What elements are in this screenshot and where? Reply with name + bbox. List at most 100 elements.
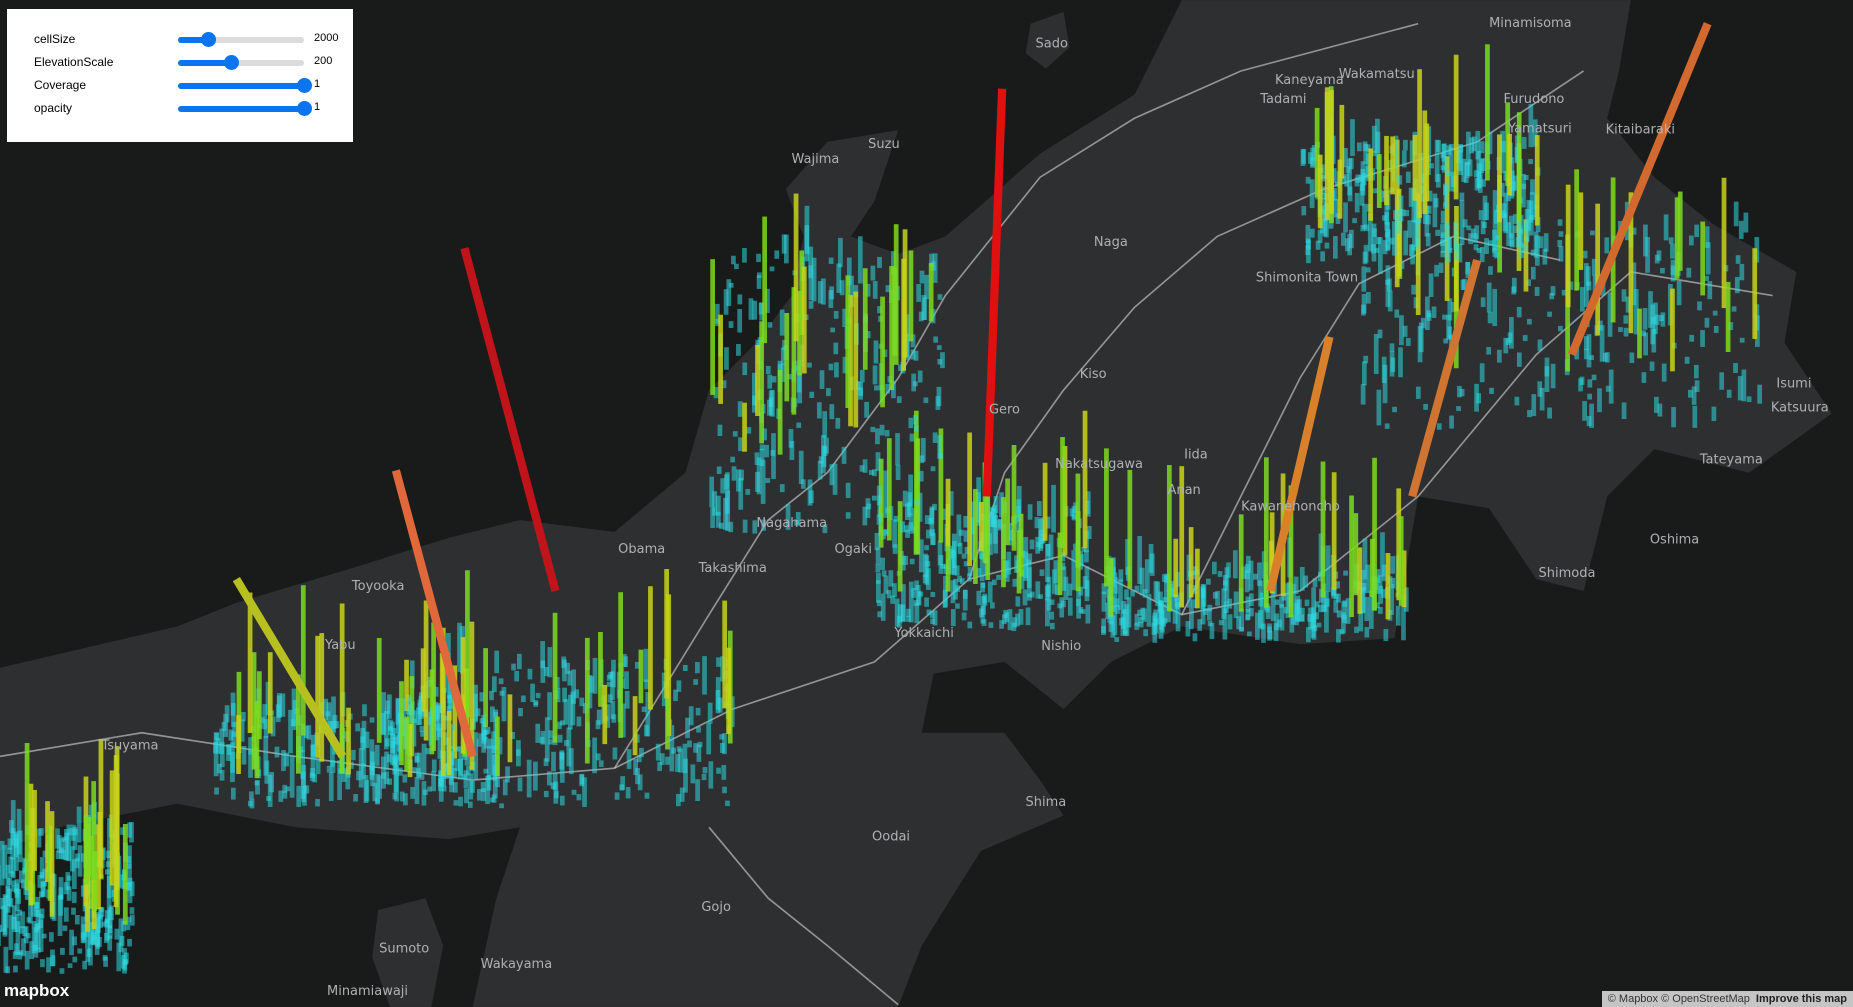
grid-cell (85, 948, 91, 962)
grid-cell (8, 856, 14, 874)
grid-cell (2, 844, 8, 879)
grid-cell (1175, 602, 1181, 632)
grid-cell (1164, 575, 1169, 603)
grid-cell (288, 709, 293, 754)
grid-cell (924, 545, 929, 551)
grid-cell (331, 696, 336, 733)
grid-cell (72, 956, 78, 963)
slider-thumb[interactable] (297, 101, 312, 116)
grid-cell (281, 750, 286, 771)
grid-cell (731, 466, 737, 481)
grid-cell (12, 951, 18, 959)
grid-cell (1618, 327, 1623, 333)
grid-cell (491, 731, 496, 776)
grid-column (880, 296, 885, 408)
grid-cell (742, 519, 748, 533)
grid-cell (728, 321, 734, 328)
grid-cell (116, 942, 122, 972)
grid-cell (1221, 588, 1227, 620)
grid-cell (1134, 622, 1140, 630)
grid-cell (624, 690, 630, 709)
grid-cell (1488, 266, 1493, 275)
place-label: Tadami (1259, 92, 1306, 107)
grid-cell (1189, 607, 1194, 630)
grid-cell (1451, 301, 1456, 313)
grid-cell (1385, 265, 1391, 307)
grid-cell (84, 930, 89, 937)
grid-cell (452, 782, 458, 793)
grid-cell (491, 676, 497, 693)
grid-cell (883, 470, 889, 518)
grid-cell (1368, 590, 1374, 629)
grid-cell (571, 789, 577, 795)
slider-thumb[interactable] (223, 55, 239, 70)
grid-cell (1425, 233, 1431, 247)
grid-cell (1420, 317, 1426, 329)
grid-column (928, 262, 934, 322)
grid-cell (328, 772, 334, 801)
grid-cell (1245, 555, 1251, 573)
grid-cell (1114, 598, 1120, 608)
grid-cell (734, 263, 739, 270)
grid-cell (1233, 591, 1239, 619)
grid-column (460, 637, 466, 754)
control-row: opacity 1 (27, 97, 347, 117)
slider[interactable] (178, 78, 312, 93)
grid-cell (39, 857, 45, 878)
grid-cell (1544, 357, 1550, 393)
grid-cell (1138, 621, 1144, 628)
grid-cell (303, 725, 309, 739)
grid-cell (1118, 569, 1124, 582)
grid-cell (1411, 284, 1417, 295)
grid-column (742, 402, 747, 452)
grid-cell (1314, 601, 1320, 608)
slider[interactable] (178, 101, 312, 116)
grid-cell (1501, 210, 1507, 219)
grid-cell (1755, 315, 1760, 347)
grid-cell (1474, 383, 1479, 412)
grid-cell (241, 745, 247, 765)
grid-cell (1704, 275, 1710, 281)
grid-cell (438, 777, 443, 792)
grid-cell (1426, 310, 1432, 318)
grid-cell (693, 679, 698, 685)
grid-cell (330, 720, 336, 735)
grid-cell (327, 721, 333, 732)
grid-cell (908, 581, 914, 623)
grid-cell (1025, 607, 1031, 626)
grid-cell (547, 692, 552, 721)
grid-cell (511, 663, 516, 671)
grid-cell (1479, 247, 1485, 263)
grid-cell (707, 702, 713, 724)
grid-cell (1207, 604, 1213, 612)
improve-link[interactable]: Improve this map (1755, 993, 1847, 1005)
grid-column (791, 287, 797, 415)
grid-cell (904, 503, 910, 520)
grid-cell (1390, 556, 1396, 574)
slider[interactable] (178, 55, 304, 70)
grid-cell (1516, 306, 1522, 318)
copyright[interactable]: © Mapbox © OpenStreetMap (1607, 993, 1750, 1005)
slider-thumb[interactable] (201, 32, 217, 47)
grid-cell (1735, 255, 1741, 264)
slider[interactable] (178, 32, 304, 47)
grid-cell (712, 491, 717, 516)
place-label: Wajima (792, 152, 840, 167)
grid-cell (62, 925, 68, 931)
grid-column (45, 801, 50, 882)
grid-column (399, 681, 404, 766)
grid-cell (1029, 539, 1035, 550)
mapbox-logo[interactable]: mapbox (4, 981, 70, 1000)
grid-cell (88, 804, 94, 837)
grid-cell (1726, 389, 1732, 398)
grid-cell (17, 909, 22, 916)
grid-cell (1318, 604, 1323, 613)
grid-cell (1633, 288, 1639, 335)
slider-thumb[interactable] (297, 78, 312, 93)
grid-cell (1385, 243, 1391, 250)
grid-cell (289, 755, 295, 798)
grid-cell (8, 914, 14, 950)
grid-cell (552, 772, 558, 791)
grid-cell (462, 774, 467, 780)
